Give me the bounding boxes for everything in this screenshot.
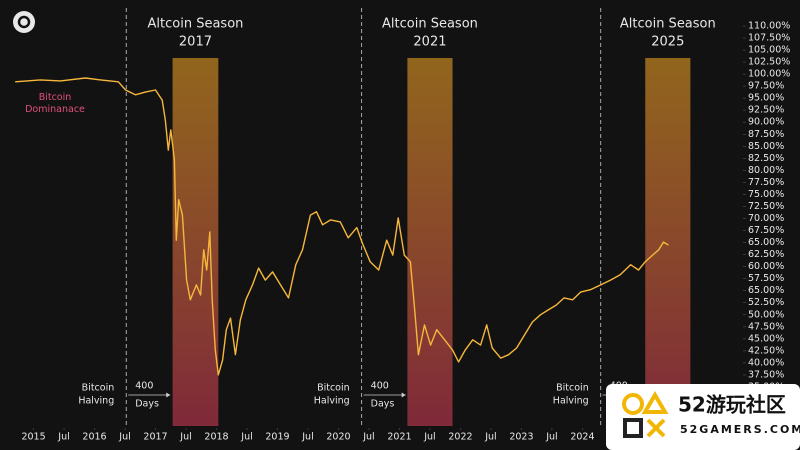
halving-label: Halving: [553, 396, 589, 407]
watermark-box: [606, 384, 800, 450]
watermark-icon: [641, 391, 669, 414]
y-tick-label: 67.50%: [748, 225, 784, 236]
x-tick-label: 2022: [448, 432, 472, 443]
y-tick-label: 57.50%: [748, 273, 784, 284]
series-label: Bitcoin Dominanace: [25, 92, 85, 115]
band-year: 2025: [651, 35, 684, 50]
x-tick-label: Jul: [240, 432, 252, 443]
y-tick-label: 75.00%: [748, 189, 784, 200]
watermark-icon: [622, 393, 644, 415]
y-tick-label: 85.00%: [748, 141, 784, 152]
x-tick-label: Jul: [545, 432, 557, 443]
x-tick-label: Jul: [301, 432, 313, 443]
y-tick-label: 40.00%: [748, 357, 784, 368]
x-tick-label: Jul: [362, 432, 374, 443]
band-title: Altcoin Season: [620, 17, 716, 32]
x-tick-label: 2019: [265, 432, 289, 443]
x-tick-label: 2024: [570, 432, 594, 443]
y-tick-label: 62.50%: [748, 249, 784, 260]
y-tick-label: 90.00%: [748, 117, 784, 128]
lines: Bitcoin Dominanace: [15, 77, 669, 376]
y-tick-label: 105.00%: [748, 45, 790, 56]
series-label-line: Bitcoin: [39, 92, 72, 103]
y-tick-label: 37.50%: [748, 369, 784, 380]
altcoin-season-band: [645, 58, 691, 426]
halving-label: Bitcoin: [82, 383, 115, 394]
x-tick-label: Jul: [484, 432, 496, 443]
y-tick-label: 60.00%: [748, 261, 784, 272]
x-tick-label: Jul: [179, 432, 191, 443]
x-tick-label: 2018: [204, 432, 228, 443]
y-tick-label: 107.50%: [748, 33, 790, 44]
halving-note: 400: [371, 381, 389, 392]
y-tick-label: 82.50%: [748, 153, 784, 164]
watermark: 52游玩社区 52GAMERS.COM: [606, 384, 800, 450]
series-line: [15, 77, 669, 376]
band-year: 2017: [179, 35, 212, 50]
band-year: 2021: [413, 35, 446, 50]
series-label-line: Dominanace: [25, 104, 85, 115]
watermark-url: 52GAMERS.COM: [680, 423, 800, 436]
y-tick-label: 80.00%: [748, 165, 784, 176]
halving-note: Days: [135, 399, 159, 410]
y-tick-label: 92.50%: [748, 105, 784, 116]
halving-label: Halving: [78, 396, 114, 407]
logo-circle: [13, 11, 35, 33]
y-tick-label: 77.50%: [748, 177, 784, 188]
y-tick-label: 42.50%: [748, 345, 784, 356]
x-tick-label: Jul: [423, 432, 435, 443]
x-tick-label: 2021: [387, 432, 411, 443]
halving-note: Days: [371, 399, 395, 410]
x-tick-label: Jul: [57, 432, 69, 443]
halving-note: 400: [135, 381, 153, 392]
y-tick-label: 65.00%: [748, 237, 784, 248]
watermark-icon: [646, 418, 666, 438]
y-tick-label: 45.00%: [748, 333, 784, 344]
band-title: Altcoin Season: [382, 17, 478, 32]
x-tick-label: Jul: [118, 432, 130, 443]
halving-label: Halving: [314, 396, 350, 407]
y-tick-label: 102.50%: [748, 57, 790, 68]
y-tick-label: 70.00%: [748, 213, 784, 224]
altcoin-season-band: [172, 58, 219, 426]
watermark-title: 52游玩社区: [678, 393, 786, 417]
y-tick-label: 97.50%: [748, 81, 784, 92]
x-tick-label: 2015: [21, 432, 45, 443]
y-tick-label: 95.00%: [748, 93, 784, 104]
x-tick-label: 2017: [143, 432, 167, 443]
halving-arrowhead: [401, 392, 406, 398]
y-tick-label: 110.00%: [748, 20, 790, 31]
y-tick-label: 50.00%: [748, 309, 784, 320]
halving-label: Bitcoin: [317, 383, 350, 394]
halving-arrowhead: [166, 392, 171, 398]
logo-mark: [17, 15, 31, 29]
y-tick-label: 47.50%: [748, 321, 784, 332]
halving-label: Bitcoin: [556, 383, 589, 394]
y-tick-label: 65.00%: [748, 285, 784, 296]
y-tick-label: 100.00%: [748, 69, 790, 80]
y-tick-label: 52.50%: [748, 297, 784, 308]
x-tick-label: 2016: [82, 432, 106, 443]
x-tick-label: 2020: [326, 432, 350, 443]
y-tick-label: 72.50%: [748, 201, 784, 212]
watermark-icon: [623, 418, 643, 438]
altcoin-season-band: [407, 58, 453, 426]
band-title: Altcoin Season: [148, 17, 244, 32]
y-tick-label: 87.50%: [748, 129, 784, 140]
logo: [13, 11, 35, 33]
x-tick-label: 2023: [509, 432, 533, 443]
